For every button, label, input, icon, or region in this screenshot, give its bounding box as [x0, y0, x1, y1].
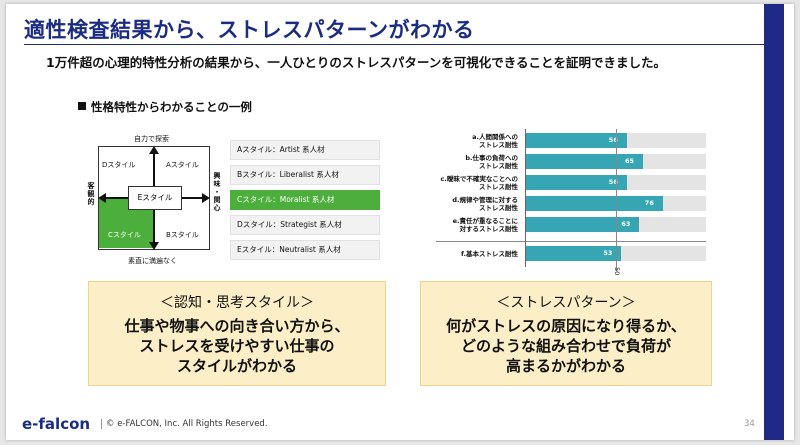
- company-logo: e-falcon: [22, 415, 91, 433]
- page-number: 34: [744, 419, 755, 429]
- subtitle: 1万件超の心理的特性分析の結果から、一人ひとりのストレスパターンを可視化できるこ…: [46, 55, 666, 70]
- quadrant-c-label: Cスタイル: [108, 231, 141, 239]
- bar-value-label: 63: [621, 220, 631, 228]
- bar: [526, 133, 627, 148]
- bar: [526, 196, 663, 211]
- style-quadrant-diagram: 自力で探索 客観的 興味・関心 Dスタイル Aスタイル Cスタイル Bスタイル …: [84, 134, 224, 265]
- quadrant-top-label: 自力で探索: [134, 135, 169, 143]
- style-item-c: Cスタイル：Moralist 系人材: [230, 190, 380, 210]
- callout-cognitive-line-3: スタイルがわかる: [176, 357, 297, 375]
- chart-y-axis: [525, 129, 526, 267]
- bar-value-label: 56: [608, 178, 618, 186]
- callout-stress-pattern: ＜ストレスパターン＞ 何がストレスの原因になり得るか、 どのような組み合わせで負…: [420, 281, 712, 386]
- page-title: 適性検査結果から、ストレスパターンがわかる: [24, 18, 475, 42]
- style-item-b: Bスタイル：Liberalist 系人材: [230, 165, 380, 185]
- bar-category-label-line: e.責任が重なることに: [452, 217, 518, 225]
- bar-category-label: d.規律や管理に対する ストレス耐性: [436, 196, 518, 212]
- bar-value-label: 53: [603, 249, 613, 257]
- style-list: Aスタイル：Artist 系人材 Bスタイル：Liberalist 系人材 Cス…: [230, 140, 380, 265]
- callout-stress-head: ＜ストレスパターン＞: [496, 295, 636, 311]
- bar: [526, 175, 627, 190]
- style-item-a: Aスタイル：Artist 系人材: [230, 140, 380, 160]
- section-heading-text: 性格特性からわかることの一例: [91, 100, 252, 114]
- bar-category-label-line: 対するストレス耐性: [459, 225, 519, 233]
- bar-category-label-line: f.基本ストレス耐性: [461, 250, 518, 258]
- bar: [526, 154, 643, 169]
- copyright-text: © e-FALCON, Inc. All Rights Reserved.: [101, 419, 268, 429]
- arrow-up-icon: [149, 146, 159, 154]
- arrow-down-icon: [149, 242, 159, 250]
- quadrant-left-label: 客観的: [87, 182, 95, 206]
- bar-category-label-line: ストレス耐性: [479, 162, 518, 170]
- bar-value-label: 65: [625, 157, 635, 165]
- callout-cognitive-line-2: ストレスを受けやすい仕事の: [139, 337, 335, 355]
- style-item-e: Eスタイル：Neutralist 系人材: [230, 240, 380, 260]
- chart-separator: [436, 241, 706, 242]
- stress-tolerance-chart: a.人間関係への ストレス耐性 56 b.仕事の負荷への ストレス耐性 65 c.曖昧で不確…: [436, 129, 716, 279]
- title-divider: [24, 44, 764, 45]
- quadrant-e-box: Eスタイル: [128, 186, 182, 210]
- style-item-d: Dスタイル：Strategist 系人材: [230, 215, 380, 235]
- quadrant-bottom-label: 素直に満遍なく: [128, 257, 177, 265]
- callout-cognitive-head: ＜認知・思考スタイル＞: [160, 295, 314, 311]
- arrow-left-icon: [98, 193, 106, 203]
- bar-category-label-line: d.規律や管理に対する: [452, 196, 518, 204]
- quadrant-b-label: Bスタイル: [166, 231, 199, 239]
- bar-category-label: f.基本ストレス耐性: [436, 250, 518, 258]
- bar-category-label: a.人間関係への ストレス耐性: [436, 133, 518, 149]
- bar-category-label-line: ストレス耐性: [479, 183, 518, 191]
- slide: 適性検査結果から、ストレスパターンがわかる 1万件超の心理的特性分析の結果から、…: [6, 4, 794, 440]
- bar: [526, 246, 622, 261]
- bar-category-label: b.仕事の負荷への ストレス耐性: [436, 154, 518, 170]
- bar-value-label: 76: [644, 199, 654, 207]
- bar-category-label-line: ストレス耐性: [479, 204, 518, 212]
- callout-stress-line-1: 何がストレスの原因になり得るか、: [446, 317, 686, 335]
- accent-bar: [764, 4, 784, 440]
- bar-category-label: c.曖昧で不確実なことへの ストレス耐性: [436, 175, 519, 191]
- quadrant-right-label: 興味・関心: [213, 172, 221, 212]
- chart-reference-line: [616, 129, 617, 271]
- chart-tick-label: 50: [613, 267, 621, 276]
- arrow-right-icon: [202, 193, 210, 203]
- quadrant-a-label: Aスタイル: [166, 161, 199, 169]
- bar-category-label-line: c.曖昧で不確実なことへの: [440, 175, 519, 183]
- bar: [526, 217, 640, 232]
- callout-cognitive-line-1: 仕事や物事への向き合い方から、: [124, 317, 350, 335]
- bar-category-label: e.責任が重なることに 対するストレス耐性: [436, 217, 518, 233]
- bar-category-label-line: a.人間関係への: [472, 133, 518, 141]
- section-heading: 性格特性からわかることの一例: [78, 99, 252, 115]
- callout-cognitive-style: ＜認知・思考スタイル＞ 仕事や物事への向き合い方から、 ストレスを受けやすい仕事…: [88, 281, 386, 386]
- quadrant-d-label: Dスタイル: [102, 161, 136, 169]
- bullet-square-icon: [78, 102, 86, 110]
- bar-category-label-line: b.仕事の負荷への: [465, 154, 518, 162]
- bar-category-label-line: ストレス耐性: [479, 141, 518, 149]
- bar-value-label: 56: [608, 136, 618, 144]
- callout-stress-line-2: どのような組み合わせで負荷が: [460, 337, 671, 355]
- callout-stress-line-3: 高まるかがわかる: [505, 357, 626, 375]
